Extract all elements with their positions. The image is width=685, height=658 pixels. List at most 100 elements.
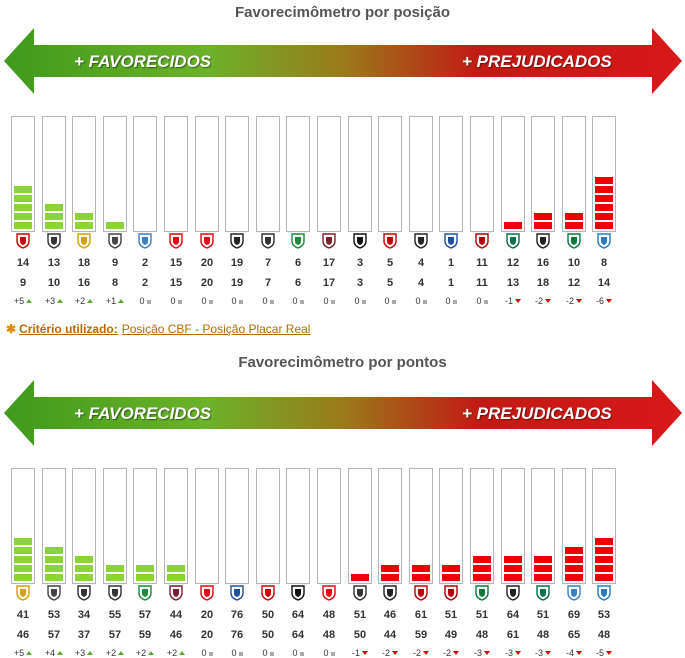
arrow-down-icon: [545, 299, 551, 303]
bar: [103, 116, 127, 232]
bar-segment: [412, 574, 430, 581]
bar-segment: [106, 574, 124, 581]
favorecidos-label: + FAVORECIDOS: [74, 404, 212, 423]
value-secondary: 48: [475, 629, 489, 641]
team-shield-icon: [16, 585, 30, 601]
value-secondary: 50: [261, 629, 275, 641]
value-secondary: 6: [294, 277, 302, 289]
delta-label: +3: [34, 296, 74, 306]
bar: [72, 468, 96, 584]
bar-segment: [473, 556, 491, 563]
value-secondary: 18: [536, 277, 550, 289]
bar-segment: [75, 556, 93, 563]
delta-label: -1: [493, 296, 533, 306]
value-primary: 51: [353, 609, 367, 621]
bar-segment: [75, 574, 93, 581]
bar-segment: [106, 222, 124, 229]
value-primary: 51: [536, 609, 550, 621]
bar: [592, 116, 616, 232]
bar-segment: [473, 565, 491, 572]
arrow-up-icon: [87, 299, 94, 303]
criteria-line: ✱ Critério utilizado: Posição CBF - Posiçã…: [6, 322, 310, 336]
team-shield-icon: [108, 233, 122, 249]
value-primary: 1: [447, 257, 455, 269]
delta-value: 0: [262, 296, 268, 306]
square-icon: [146, 300, 151, 304]
bar-segment: [565, 565, 583, 572]
team-shield-icon: [138, 233, 152, 249]
bar-segment: [442, 565, 460, 572]
value-secondary: 59: [138, 629, 152, 641]
value-secondary: 19: [230, 277, 244, 289]
chart-position: Favorecimômetro por posição + FAVORECIDO…: [0, 0, 685, 320]
value-primary: 44: [169, 609, 183, 621]
value-primary: 10: [567, 257, 581, 269]
team-shield-icon: [475, 233, 489, 249]
arrow-up-icon: [57, 299, 64, 303]
bar-segment: [473, 574, 491, 581]
team-shield-icon: [169, 233, 183, 249]
bar-segment: [504, 222, 522, 229]
bar: [317, 116, 341, 232]
arrow-down-icon: [392, 651, 398, 655]
value-secondary: 61: [506, 629, 520, 641]
value-secondary: 10: [47, 277, 61, 289]
team-shield-icon: [322, 233, 336, 249]
square-icon: [452, 300, 457, 304]
bar-segment: [595, 574, 613, 581]
delta-label: -2: [523, 296, 563, 306]
arrow-down-icon: [606, 299, 612, 303]
arrow-down-icon: [453, 651, 459, 655]
value-secondary: 4: [417, 277, 425, 289]
bar-segment: [504, 556, 522, 563]
delta-value: 0: [139, 296, 145, 306]
value-primary: 3: [356, 257, 364, 269]
bar: [439, 468, 463, 584]
bar-segment: [565, 222, 583, 229]
bar-segment: [595, 204, 613, 211]
criteria-label[interactable]: Critério utilizado:: [19, 322, 118, 336]
team-shield-icon: [47, 585, 61, 601]
square-icon: [269, 652, 274, 656]
delta-label: 0: [125, 296, 165, 306]
bar: [531, 116, 555, 232]
delta-value: 0: [476, 296, 482, 306]
bar-segment: [595, 177, 613, 184]
value-secondary: 50: [353, 629, 367, 641]
arrow-down-icon: [484, 651, 490, 655]
value-secondary: 11: [476, 277, 488, 289]
delta-label: +1: [95, 296, 135, 306]
criteria-value[interactable]: Posição CBF - Posição Placar Real: [121, 322, 311, 336]
bar: [409, 468, 433, 584]
delta-value: +1: [105, 296, 117, 306]
value-secondary: 48: [597, 629, 611, 641]
value-primary: 64: [291, 609, 305, 621]
value-primary: 61: [414, 609, 428, 621]
bar-segment: [14, 556, 32, 563]
square-icon: [422, 300, 427, 304]
bar-segment: [595, 213, 613, 220]
bar-segment: [14, 186, 32, 193]
team-shield-icon: [536, 585, 550, 601]
bar-segment: [351, 574, 369, 581]
bar-segment: [45, 556, 63, 563]
arrow-up-icon: [26, 651, 33, 655]
value-secondary: 12: [567, 277, 581, 289]
delta-value: +2: [74, 296, 86, 306]
bar: [348, 468, 372, 584]
bar: [562, 116, 586, 232]
bar-segment: [565, 213, 583, 220]
bar-segment: [14, 213, 32, 220]
bar-segment: [534, 213, 552, 220]
team-shield-icon: [444, 233, 458, 249]
bar: [592, 468, 616, 584]
arrow-down-icon: [515, 299, 521, 303]
bar-segment: [167, 574, 185, 581]
value-secondary: 1: [447, 277, 455, 289]
bar-segment: [136, 574, 154, 581]
value-primary: 8: [600, 257, 608, 269]
team-shield-icon: [536, 233, 550, 249]
delta-label: -6: [584, 296, 624, 306]
value-primary: 19: [230, 257, 244, 269]
